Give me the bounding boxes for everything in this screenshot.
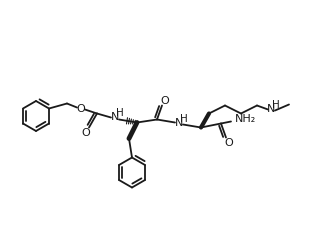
Text: N: N <box>267 105 275 114</box>
Text: H: H <box>116 109 124 118</box>
Text: H: H <box>272 100 280 110</box>
Text: O: O <box>77 103 85 113</box>
Text: O: O <box>225 138 233 147</box>
Text: N: N <box>111 113 119 123</box>
Text: O: O <box>161 95 169 106</box>
Text: NH₂: NH₂ <box>235 114 256 124</box>
Text: O: O <box>82 128 90 139</box>
Text: H: H <box>180 113 188 124</box>
Text: N: N <box>175 117 183 128</box>
